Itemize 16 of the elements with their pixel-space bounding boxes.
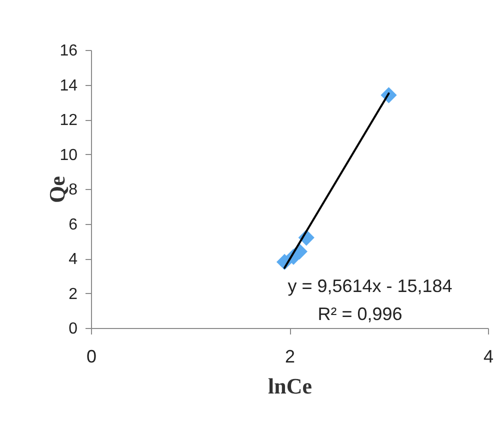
y-tick-label: 4 — [68, 251, 78, 268]
x-axis-title: lnCe — [268, 374, 312, 398]
y-tick-label: 14 — [60, 77, 78, 94]
y-tick-label: 0 — [68, 320, 78, 338]
y-tick-label: 12 — [60, 112, 78, 129]
y-tick-label: 2 — [68, 286, 78, 303]
annotation: R² = 0,996 — [318, 304, 402, 324]
y-tick-label: 16 — [60, 42, 78, 60]
y-tick-label: 6 — [68, 216, 78, 234]
y-tick-label: 8 — [68, 182, 78, 198]
x-tick-label: 0 — [86, 346, 97, 366]
y-axis-title: Qe — [44, 176, 70, 203]
x-tick-label: 2 — [284, 346, 296, 366]
annotation: y = 9,5614x - 15,184 — [288, 276, 452, 296]
x-tick-label: 4 — [483, 346, 494, 366]
y-tick-label: 10 — [60, 146, 78, 164]
